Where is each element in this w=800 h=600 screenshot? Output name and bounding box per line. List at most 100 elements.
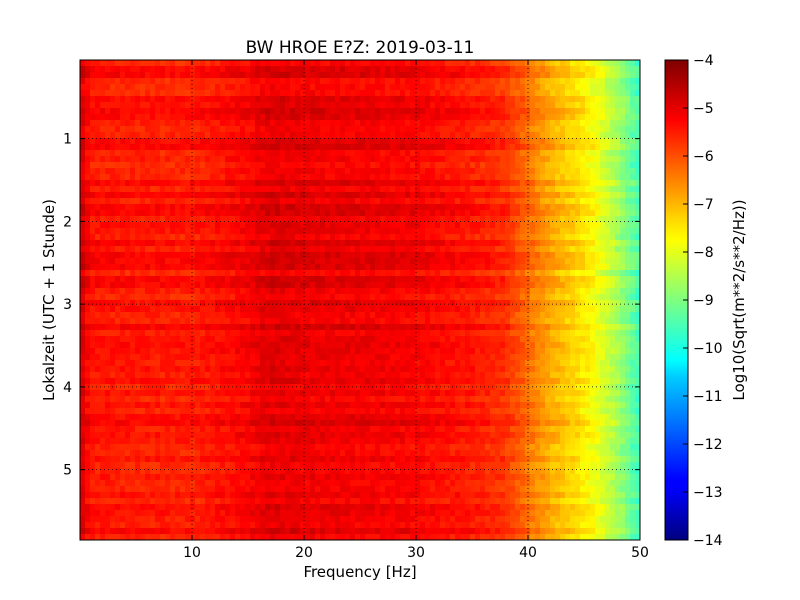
heatmap-cell <box>370 78 376 85</box>
heatmap-cell <box>595 294 601 301</box>
heatmap-cell <box>355 246 361 253</box>
heatmap-cell <box>250 258 256 265</box>
heatmap-cell <box>90 288 96 295</box>
heatmap-cell <box>310 270 316 277</box>
heatmap-cell <box>260 132 266 139</box>
heatmap-cell <box>420 180 426 187</box>
heatmap-cell <box>190 246 196 253</box>
heatmap-cell <box>475 168 481 175</box>
heatmap-cell <box>185 90 191 97</box>
heatmap-cell <box>425 60 431 67</box>
heatmap-cell <box>315 84 321 91</box>
heatmap-cell <box>305 204 311 211</box>
heatmap-cell <box>360 144 366 151</box>
heatmap-cell <box>95 300 101 307</box>
heatmap-cell <box>205 78 211 85</box>
heatmap-cell <box>120 264 126 271</box>
heatmap-cell <box>540 246 546 253</box>
heatmap-cell <box>360 288 366 295</box>
heatmap-cell <box>575 150 581 157</box>
heatmap-cell <box>525 90 531 97</box>
heatmap-cell <box>610 108 616 115</box>
heatmap-cell <box>150 282 156 289</box>
heatmap-cell <box>160 312 166 319</box>
heatmap-cell <box>235 114 241 121</box>
heatmap-cell <box>485 108 491 115</box>
heatmap-cell <box>400 84 406 91</box>
heatmap-cell <box>565 84 571 91</box>
heatmap-cell <box>635 174 641 181</box>
heatmap-cell <box>260 306 266 313</box>
heatmap-cell <box>175 306 181 313</box>
heatmap-cell <box>90 108 96 115</box>
heatmap-cell <box>215 138 221 145</box>
heatmap-cell <box>295 144 301 151</box>
heatmap-cell <box>545 138 551 145</box>
heatmap-cell <box>540 234 546 241</box>
heatmap-cell <box>180 144 186 151</box>
heatmap-cell <box>80 120 86 127</box>
heatmap-cell <box>580 78 586 85</box>
heatmap-cell <box>165 144 171 151</box>
heatmap-cell <box>530 144 536 151</box>
heatmap-cell <box>255 96 261 103</box>
heatmap-cell <box>90 228 96 235</box>
heatmap-cell <box>565 288 571 295</box>
heatmap-cell <box>580 186 586 193</box>
heatmap-cell <box>165 282 171 289</box>
heatmap-cell <box>545 264 551 271</box>
heatmap-cell <box>365 192 371 199</box>
heatmap-cell <box>555 276 561 283</box>
heatmap-cell <box>635 240 641 247</box>
heatmap-cell <box>125 78 131 85</box>
heatmap-cell <box>430 252 436 259</box>
heatmap-cell <box>455 162 461 169</box>
heatmap-cell <box>555 180 561 187</box>
heatmap-cell <box>595 66 601 73</box>
heatmap-cell <box>100 186 106 193</box>
heatmap-cell <box>220 324 226 331</box>
heatmap-cell <box>400 162 406 169</box>
heatmap-cell <box>320 318 326 325</box>
heatmap-cell <box>355 276 361 283</box>
heatmap-cell <box>210 138 216 145</box>
heatmap-cell <box>510 66 516 73</box>
heatmap-cell <box>400 192 406 199</box>
heatmap-cell <box>295 60 301 67</box>
heatmap-cell <box>205 204 211 211</box>
heatmap-cell <box>515 90 521 97</box>
heatmap-cell <box>500 186 506 193</box>
heatmap-cell <box>190 312 196 319</box>
heatmap-cell <box>295 132 301 139</box>
heatmap-cell <box>310 156 316 163</box>
heatmap-cell <box>495 216 501 223</box>
heatmap-cell <box>480 270 486 277</box>
heatmap-cell <box>560 192 566 199</box>
heatmap-cell <box>200 270 206 277</box>
heatmap-cell <box>635 306 641 313</box>
heatmap-cell <box>155 318 161 325</box>
heatmap-cell <box>230 150 236 157</box>
heatmap-cell <box>370 114 376 121</box>
heatmap-cell <box>150 234 156 241</box>
heatmap-cell <box>80 150 86 157</box>
heatmap-cell <box>630 174 636 181</box>
heatmap-cell <box>610 288 616 295</box>
heatmap-cell <box>105 300 111 307</box>
heatmap-cell <box>450 144 456 151</box>
heatmap-cell <box>95 90 101 97</box>
heatmap-cell <box>635 186 641 193</box>
heatmap-cell <box>385 258 391 265</box>
heatmap-cell <box>545 222 551 229</box>
heatmap-cell <box>525 258 531 265</box>
heatmap-cell <box>360 114 366 121</box>
heatmap-cell <box>150 72 156 79</box>
heatmap-cell <box>465 294 471 301</box>
heatmap-cell <box>235 72 241 79</box>
heatmap-cell <box>545 234 551 241</box>
heatmap-cell <box>210 270 216 277</box>
heatmap-cell <box>420 144 426 151</box>
heatmap-cell <box>430 204 436 211</box>
heatmap-cell <box>535 72 541 79</box>
heatmap-cell <box>245 162 251 169</box>
